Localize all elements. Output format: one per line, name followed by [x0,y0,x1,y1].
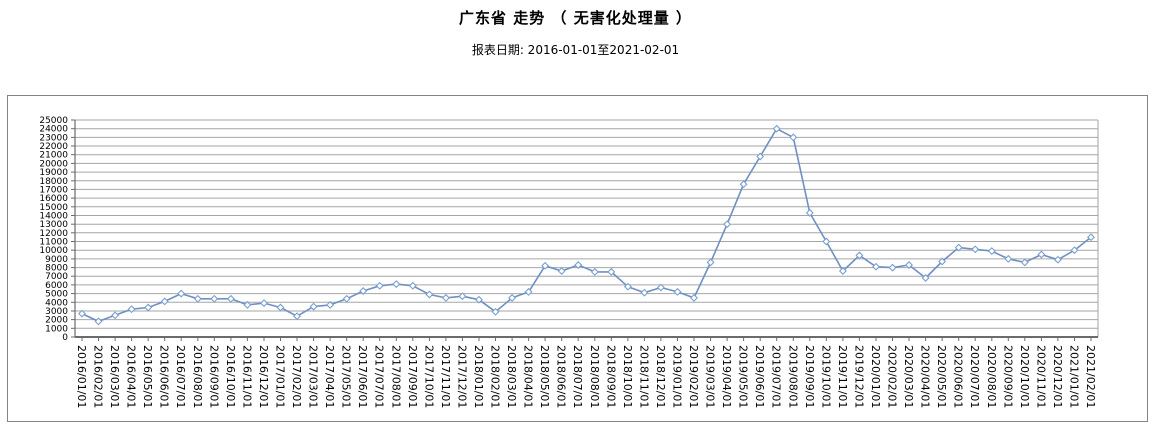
svg-text:2020/10/01: 2020/10/01 [1018,345,1031,408]
svg-text:2017/12/01: 2017/12/01 [455,345,468,408]
svg-text:2018/12/01: 2018/12/01 [654,345,667,408]
svg-text:23000: 23000 [39,133,68,143]
svg-text:2017/10/01: 2017/10/01 [422,345,435,408]
svg-text:2020/06/01: 2020/06/01 [952,345,965,408]
svg-text:2019/10/01: 2019/10/01 [819,345,832,408]
svg-text:0: 0 [62,333,68,343]
svg-text:2019/04/01: 2019/04/01 [720,345,733,408]
svg-text:16000: 16000 [39,194,68,204]
svg-text:2017/01/01: 2017/01/01 [274,345,287,408]
svg-text:2016/04/01: 2016/04/01 [125,345,138,408]
svg-text:2017/06/01: 2017/06/01 [356,345,369,408]
svg-text:2018/04/01: 2018/04/01 [522,345,535,408]
svg-text:2020/04/01: 2020/04/01 [919,345,932,408]
svg-text:2020/08/01: 2020/08/01 [985,345,998,408]
svg-text:2019/01/01: 2019/01/01 [671,345,684,408]
svg-text:2018/01/01: 2018/01/01 [472,345,485,408]
svg-text:22000: 22000 [39,142,68,152]
svg-text:10000: 10000 [39,246,68,256]
svg-text:2017/09/01: 2017/09/01 [406,345,419,408]
svg-text:6000: 6000 [45,281,68,291]
svg-text:2020/02/01: 2020/02/01 [886,345,899,408]
svg-text:2017/11/01: 2017/11/01 [439,345,452,408]
svg-text:2016/09/01: 2016/09/01 [207,345,220,408]
svg-text:2021/02/01: 2021/02/01 [1084,345,1097,408]
svg-text:20000: 20000 [39,159,68,169]
svg-text:2019/08/01: 2019/08/01 [786,345,799,408]
svg-text:2020/11/01: 2020/11/01 [1034,345,1047,408]
svg-text:2018/10/01: 2018/10/01 [621,345,634,408]
svg-text:2019/05/01: 2019/05/01 [737,345,750,408]
svg-text:2020/07/01: 2020/07/01 [968,345,981,408]
svg-text:24000: 24000 [39,125,68,135]
svg-text:5000: 5000 [45,290,68,300]
svg-text:21000: 21000 [39,151,68,161]
svg-text:2021/01/01: 2021/01/01 [1068,345,1081,408]
trend-line-chart: 0100020003000400050006000700080009000100… [39,116,1099,408]
svg-text:18000: 18000 [39,177,68,187]
svg-text:2019/09/01: 2019/09/01 [803,345,816,408]
svg-text:2016/08/01: 2016/08/01 [191,345,204,408]
svg-text:2019/06/01: 2019/06/01 [753,345,766,408]
svg-text:2020/01/01: 2020/01/01 [869,345,882,408]
svg-text:2019/11/01: 2019/11/01 [836,345,849,408]
svg-text:2020/09/01: 2020/09/01 [1001,345,1014,408]
svg-text:2019/03/01: 2019/03/01 [704,345,717,408]
svg-text:11000: 11000 [39,238,68,248]
svg-text:2019/07/01: 2019/07/01 [770,345,783,408]
svg-text:2018/07/01: 2018/07/01 [571,345,584,408]
svg-text:14000: 14000 [39,212,68,222]
svg-text:25000: 25000 [39,116,68,126]
svg-text:9000: 9000 [45,255,68,265]
svg-text:2017/07/01: 2017/07/01 [373,345,386,408]
svg-text:2016/01/01: 2016/01/01 [75,345,88,408]
svg-text:2017/05/01: 2017/05/01 [340,345,353,408]
svg-text:2020/05/01: 2020/05/01 [935,345,948,408]
svg-text:2018/06/01: 2018/06/01 [555,345,568,408]
svg-text:2018/11/01: 2018/11/01 [637,345,650,408]
svg-text:2018/09/01: 2018/09/01 [604,345,617,408]
svg-text:2017/04/01: 2017/04/01 [323,345,336,408]
svg-text:3000: 3000 [45,307,68,317]
chart-title: 广东省 走势 （ 无害化处理量 ） [459,9,692,27]
svg-text:2020/03/01: 2020/03/01 [902,345,915,408]
svg-text:8000: 8000 [45,264,68,274]
svg-text:2016/12/01: 2016/12/01 [257,345,270,408]
svg-text:2016/11/01: 2016/11/01 [240,345,253,408]
svg-text:15000: 15000 [39,203,68,213]
svg-text:2000: 2000 [45,316,68,326]
svg-text:2016/10/01: 2016/10/01 [224,345,237,408]
svg-text:1000: 1000 [45,324,68,334]
svg-text:2018/08/01: 2018/08/01 [588,345,601,408]
svg-text:19000: 19000 [39,168,68,178]
chart-frame: 0 1000 2000 3000 4000 5000 6000 7000 8000 9000 100… [7,95,1148,422]
svg-text:2016/07/01: 2016/07/01 [174,345,187,408]
svg-text:17000: 17000 [39,185,68,195]
svg-text:2019/12/01: 2019/12/01 [852,345,865,408]
svg-text:4000: 4000 [45,298,68,308]
svg-text:2018/02/01: 2018/02/01 [489,345,502,408]
svg-text:2017/08/01: 2017/08/01 [389,345,402,408]
svg-text:2016/02/01: 2016/02/01 [92,345,105,408]
svg-text:2016/03/01: 2016/03/01 [108,345,121,408]
svg-text:7000: 7000 [45,272,68,282]
svg-text:2018/05/01: 2018/05/01 [538,345,551,408]
svg-text:2016/05/01: 2016/05/01 [141,345,154,408]
svg-text:2017/02/01: 2017/02/01 [290,345,303,408]
svg-text:12000: 12000 [39,229,68,239]
chart-subtitle: 报表日期: 2016-01-01至2021-02-01 [471,43,680,57]
svg-text:2018/03/01: 2018/03/01 [505,345,518,408]
svg-text:2019/02/01: 2019/02/01 [687,345,700,408]
svg-text:2016/06/01: 2016/06/01 [158,345,171,408]
svg-text:2017/03/01: 2017/03/01 [307,345,320,408]
svg-text:13000: 13000 [39,220,68,230]
svg-text:2020/12/01: 2020/12/01 [1051,345,1064,408]
